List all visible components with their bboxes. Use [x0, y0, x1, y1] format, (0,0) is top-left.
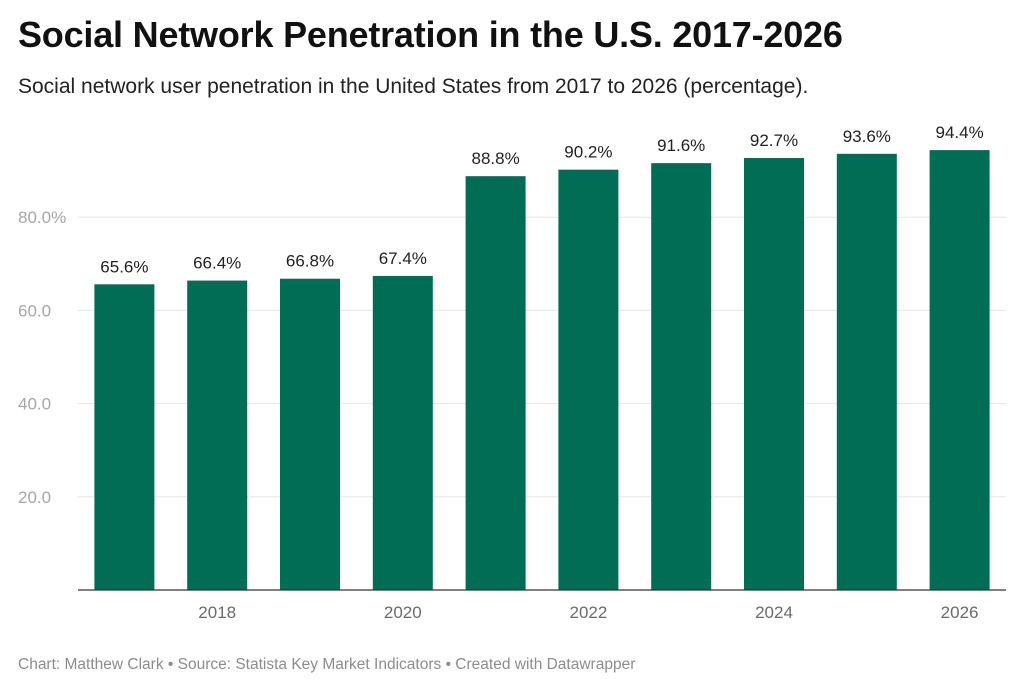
- bar-2019: [280, 278, 340, 590]
- footer-separator: •: [445, 656, 456, 673]
- x-tick-label: 2022: [569, 603, 607, 622]
- bar-2017: [94, 284, 155, 590]
- data-label: 88.8%: [471, 149, 519, 168]
- data-label: 67.4%: [379, 249, 427, 268]
- x-tick-label: 2026: [941, 603, 979, 622]
- x-tick-label: 2018: [198, 603, 236, 622]
- data-labels: 65.6% 66.4% 66.8% 67.4% 88.8% 90.2% 91.6% 92.7%…: [100, 123, 983, 276]
- data-label: 91.6%: [657, 136, 705, 155]
- chart-footer: Chart: Matthew Clark • Source: Statista …: [18, 656, 635, 674]
- y-tick-label: 80.0%: [18, 208, 66, 227]
- footer-source: Source: Statista Key Market Indicators: [177, 656, 442, 673]
- x-tick-label: 2020: [384, 603, 422, 622]
- bar-2018: [187, 280, 248, 590]
- footer-tool: Created with Datawrapper: [455, 656, 636, 673]
- x-tick-label: 2024: [755, 603, 793, 622]
- data-label: 93.6%: [843, 127, 891, 146]
- bar-2020: [372, 275, 433, 590]
- bar-2026: [929, 150, 990, 590]
- data-label: 94.4%: [935, 123, 983, 142]
- bar-2021: [465, 176, 526, 590]
- data-label: 92.7%: [750, 131, 798, 150]
- bar-2024: [744, 158, 804, 590]
- chart-title: Social Network Penetration in the U.S. 2…: [18, 14, 843, 55]
- chart-subtitle: Social network user penetration in the U…: [18, 75, 809, 98]
- bar-2023: [651, 163, 712, 591]
- bar-2025: [836, 153, 897, 590]
- data-label: 66.8%: [286, 252, 334, 271]
- y-tick-label: 20.0: [18, 488, 51, 507]
- footer-separator: •: [167, 656, 178, 673]
- x-axis: 2018 2020 2022 2024 2026: [78, 589, 1006, 622]
- bar-2022: [558, 169, 619, 590]
- data-label: 65.6%: [100, 257, 148, 276]
- bars: [94, 150, 990, 591]
- footer-author: Chart: Matthew Clark: [18, 656, 164, 673]
- y-tick-label: 40.0: [18, 395, 51, 414]
- data-label: 66.4%: [193, 254, 241, 273]
- y-tick-label: 60.0: [18, 301, 51, 320]
- data-label: 90.2%: [564, 143, 612, 162]
